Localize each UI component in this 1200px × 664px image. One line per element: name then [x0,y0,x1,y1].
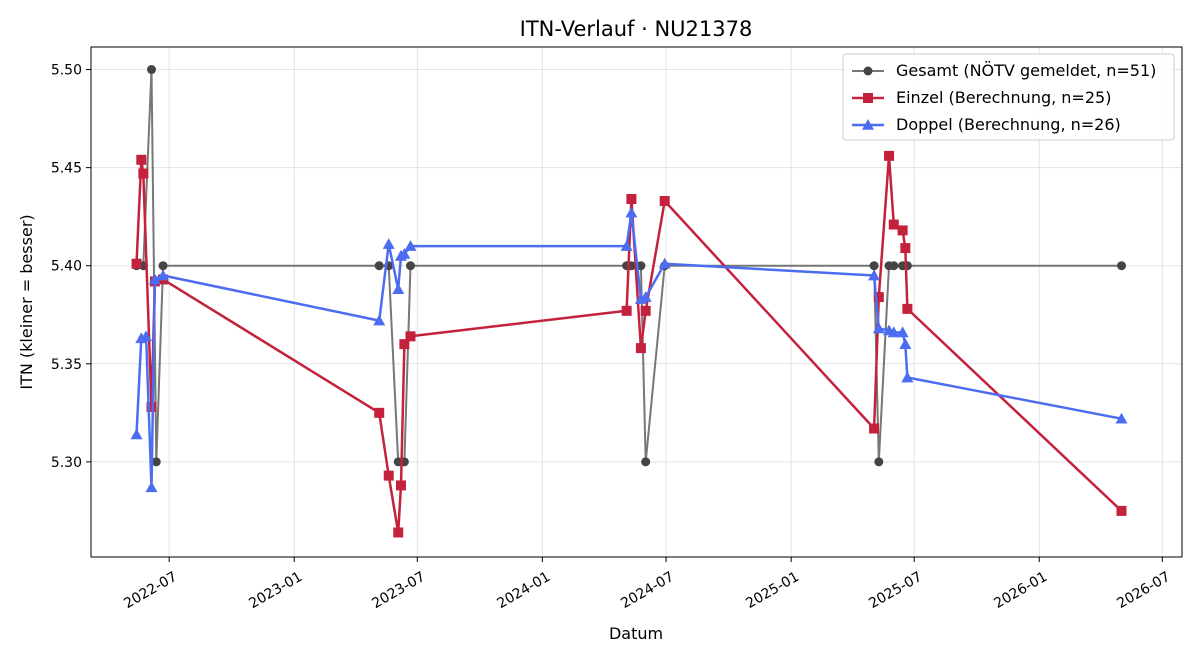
data-point [383,470,394,481]
x-tick-label: 2026-01 [991,569,1050,612]
x-tick-label: 2026-07 [1114,569,1173,612]
data-point [641,457,651,467]
data-point [136,154,147,165]
legend-items: Gesamt (NÖTV gemeldet, n=51) Einzel (Bere… [852,61,1156,134]
data-point [404,240,417,251]
plot-frame [90,46,1183,558]
legend: Gesamt (NÖTV gemeldet, n=51) Einzel (Bere… [842,53,1175,141]
data-point [873,292,884,303]
chart-title: ITN-Verlauf · NU21378 [520,17,753,41]
data-point [884,150,895,161]
data-point [148,273,161,285]
data-point [145,481,158,493]
y-axis: 5.30 5.35 5.40 5.45 5.50 [51,63,91,471]
data-point [1116,505,1127,516]
data-point [1117,261,1127,271]
data-point [140,330,153,342]
x-tick-label: 2025-01 [743,569,802,612]
data-point [138,168,149,179]
data-point [869,261,879,271]
legend-marker [863,66,873,76]
data-point [146,401,157,412]
data-point [872,322,885,334]
data-point [382,238,395,249]
x-tick-label: 2025-07 [866,569,925,612]
data-point [901,371,914,383]
data-point [626,194,637,205]
data-point [620,240,633,251]
series-3 [130,206,1128,493]
data-point [158,261,168,271]
data-point [1115,412,1128,424]
data-point [888,219,899,230]
data-point [625,206,638,218]
data-point [640,305,651,316]
data-point [393,527,404,538]
x-tick-label: 2023-01 [246,569,305,612]
series-layer [130,65,1128,538]
data-point [151,457,161,467]
legend-marker [863,93,873,103]
legend-label: Gesamt (NÖTV gemeldet, n=51) [896,61,1156,80]
data-point [889,261,899,271]
legend-marker [862,119,874,130]
x-axis-label: Datum [609,624,663,643]
legend-label: Doppel (Berechnung, n=26) [896,115,1121,134]
x-tick-label: 2022-07 [121,569,180,612]
x-tick-label: 2023-07 [369,569,428,612]
y-tick-label: 5.50 [51,63,82,79]
data-point [373,314,386,326]
x-tick-label: 2024-01 [494,569,553,612]
data-point [374,261,384,271]
data-point [130,428,143,440]
data-point [902,303,913,314]
data-point [399,339,410,350]
legend-label: Einzel (Berechnung, n=25) [896,88,1111,107]
data-point [659,195,670,206]
legend-box [842,53,1175,141]
data-point [639,291,652,302]
data-point [869,423,880,434]
y-tick-label: 5.40 [51,259,82,275]
y-tick-label: 5.45 [51,161,82,177]
x-tick-label: 2024-07 [618,569,677,612]
data-point [868,269,881,281]
data-point [874,457,884,467]
x-axis: 2022-07 2023-01 2023-07 2024-01 2024-07 2025-… [121,557,1173,612]
data-point [900,243,911,254]
data-point [398,247,411,259]
data-point [635,343,646,354]
data-point [131,258,142,269]
data-point [902,261,912,271]
data-point [896,326,909,338]
data-point [897,225,908,236]
data-point [395,480,406,491]
data-point [887,326,900,338]
data-point [621,305,632,316]
y-axis-label: ITN (kleiner = besser) [17,214,36,389]
data-point [146,65,156,75]
y-tick-label: 5.35 [51,357,82,373]
data-point [392,283,405,295]
data-point [405,261,415,271]
data-point [374,407,385,418]
y-tick-label: 5.30 [51,455,82,471]
data-point [157,269,170,281]
data-point [405,331,416,342]
data-point [658,257,671,269]
data-point [899,338,912,349]
